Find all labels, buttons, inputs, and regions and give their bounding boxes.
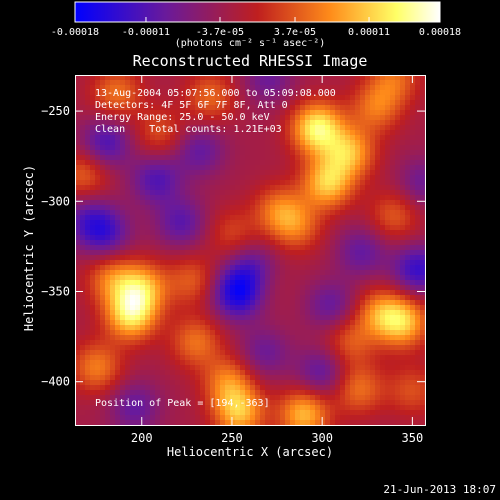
annotation-detectors: Detectors: 4F 5F 6F 7F 8F, Att 0: [95, 100, 288, 111]
y-tick-label: −300: [41, 194, 70, 208]
y-axis-label: Heliocentric Y (arcsec): [22, 164, 36, 332]
y-tick-label: −350: [41, 284, 70, 298]
annotation-time-range: 13-Aug-2004 05:07:56.000 to 05:09:08.000: [95, 88, 336, 99]
x-tick-label: 250: [221, 431, 243, 445]
colorbar-tick-label: 3.7e-05: [274, 27, 316, 38]
colorbar-tick-label: 0.00011: [348, 27, 390, 38]
chart-title: Reconstructed RHESSI Image: [132, 52, 368, 70]
date-stamp: 21-Jun-2013 18:07: [383, 483, 496, 496]
colorbar-tick-label: -3.7e-05: [196, 27, 244, 38]
colorbar-tick-label: 0.00018: [419, 27, 461, 38]
colorbar-units-label: (photons cm⁻² s⁻¹ asec⁻²): [174, 38, 326, 49]
peak-position-label: Position of Peak = [194,-363]: [95, 398, 270, 409]
x-tick-label: 300: [311, 431, 333, 445]
annotation-clean-counts: Clean Total counts: 1.21E+03: [95, 124, 282, 135]
colorbar-gradient: [74, 1, 441, 23]
plot-area: 13-Aug-2004 05:07:56.000 to 05:09:08.000…: [75, 75, 425, 425]
colorbar: -0.00018 -0.00011 -3.7e-05 3.7e-05 0.00011 0.…: [51, 1, 461, 38]
y-tick-label: −400: [41, 375, 70, 389]
colorbar-tick-label: -0.00011: [122, 27, 170, 38]
x-tick-label: 200: [131, 431, 153, 445]
colorbar-ticks: -0.00018 -0.00011 -3.7e-05 3.7e-05 0.00011 0.…: [51, 17, 461, 38]
colorbar-tick-label: -0.00018: [51, 27, 99, 38]
y-tick-label: −250: [41, 104, 70, 118]
x-tick-label: 350: [402, 431, 424, 445]
annotation-energy-range: Energy Range: 25.0 - 50.0 keV: [95, 112, 270, 123]
x-axis-label: Heliocentric X (arcsec): [166, 445, 334, 459]
